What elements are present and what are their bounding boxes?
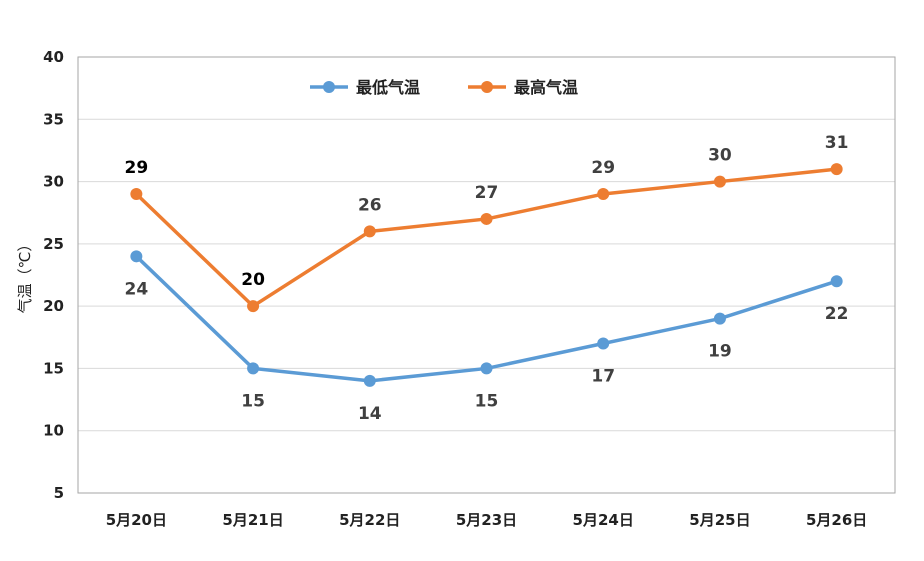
- data-point: [480, 212, 493, 225]
- data-label: 22: [825, 304, 849, 324]
- data-point: [247, 300, 260, 313]
- data-label: 24: [125, 279, 149, 299]
- y-tick-label: 25: [43, 235, 64, 253]
- y-tick-label: 15: [43, 359, 64, 377]
- data-point: [130, 188, 143, 201]
- legend: 最低气温 最高气温: [310, 78, 578, 97]
- legend-item: 最高气温: [468, 78, 578, 97]
- data-label: 15: [241, 391, 265, 411]
- x-tick-label: 5月25日: [689, 511, 750, 529]
- data-label: 17: [591, 367, 615, 387]
- data-point: [480, 362, 493, 375]
- y-tick-label: 10: [43, 422, 64, 440]
- x-tick-label: 5月22日: [339, 511, 400, 529]
- y-tick-label: 20: [43, 297, 64, 315]
- x-axis-ticks: 5月20日 5月21日 5月22日 5月23日 5月24日 5月25日 5月26日: [106, 511, 868, 529]
- series-min: 24 15 14 15 17 19 22: [125, 250, 849, 424]
- data-label: 31: [825, 133, 849, 153]
- data-label: 30: [708, 146, 732, 166]
- y-tick-label: 35: [43, 110, 64, 128]
- series-group: 24 15 14 15 17 19 22 29 20 26 27 29 30 31: [125, 133, 849, 424]
- data-point: [713, 175, 726, 188]
- x-tick-label: 5月24日: [573, 511, 634, 529]
- data-point: [597, 337, 610, 350]
- y-tick-label: 30: [43, 173, 64, 191]
- data-label: 26: [358, 195, 382, 215]
- y-tick-label: 5: [54, 484, 64, 502]
- data-point: [363, 374, 376, 387]
- data-point: [713, 312, 726, 325]
- x-tick-label: 5月21日: [222, 511, 283, 529]
- data-label: 29: [125, 158, 149, 178]
- data-point: [830, 275, 843, 288]
- x-tick-label: 5月23日: [456, 511, 517, 529]
- legend-marker: [481, 81, 493, 93]
- data-point: [130, 250, 143, 263]
- y-tick-label: 40: [43, 48, 64, 66]
- data-point: [363, 225, 376, 238]
- series-max: 29 20 26 27 29 30 31: [125, 133, 849, 313]
- data-point: [830, 163, 843, 176]
- data-label: 27: [475, 183, 499, 203]
- data-label: 19: [708, 342, 732, 362]
- data-label: 29: [591, 158, 615, 178]
- data-label: 15: [475, 391, 499, 411]
- legend-marker: [323, 81, 335, 93]
- x-tick-label: 5月20日: [106, 511, 167, 529]
- data-label: 14: [358, 404, 382, 424]
- y-axis-label: 气温（℃）: [16, 237, 34, 314]
- legend-label: 最低气温: [356, 78, 420, 97]
- y-axis-ticks: 5 10 15 20 25 30 35 40: [43, 48, 64, 502]
- data-label: 20: [241, 270, 265, 290]
- legend-item: 最低气温: [310, 78, 420, 97]
- x-tick-label: 5月26日: [806, 511, 867, 529]
- gridlines: [78, 118, 895, 432]
- legend-label: 最高气温: [514, 78, 578, 97]
- data-point: [247, 362, 260, 375]
- data-point: [597, 188, 610, 201]
- plot-area-border: [77, 56, 896, 494]
